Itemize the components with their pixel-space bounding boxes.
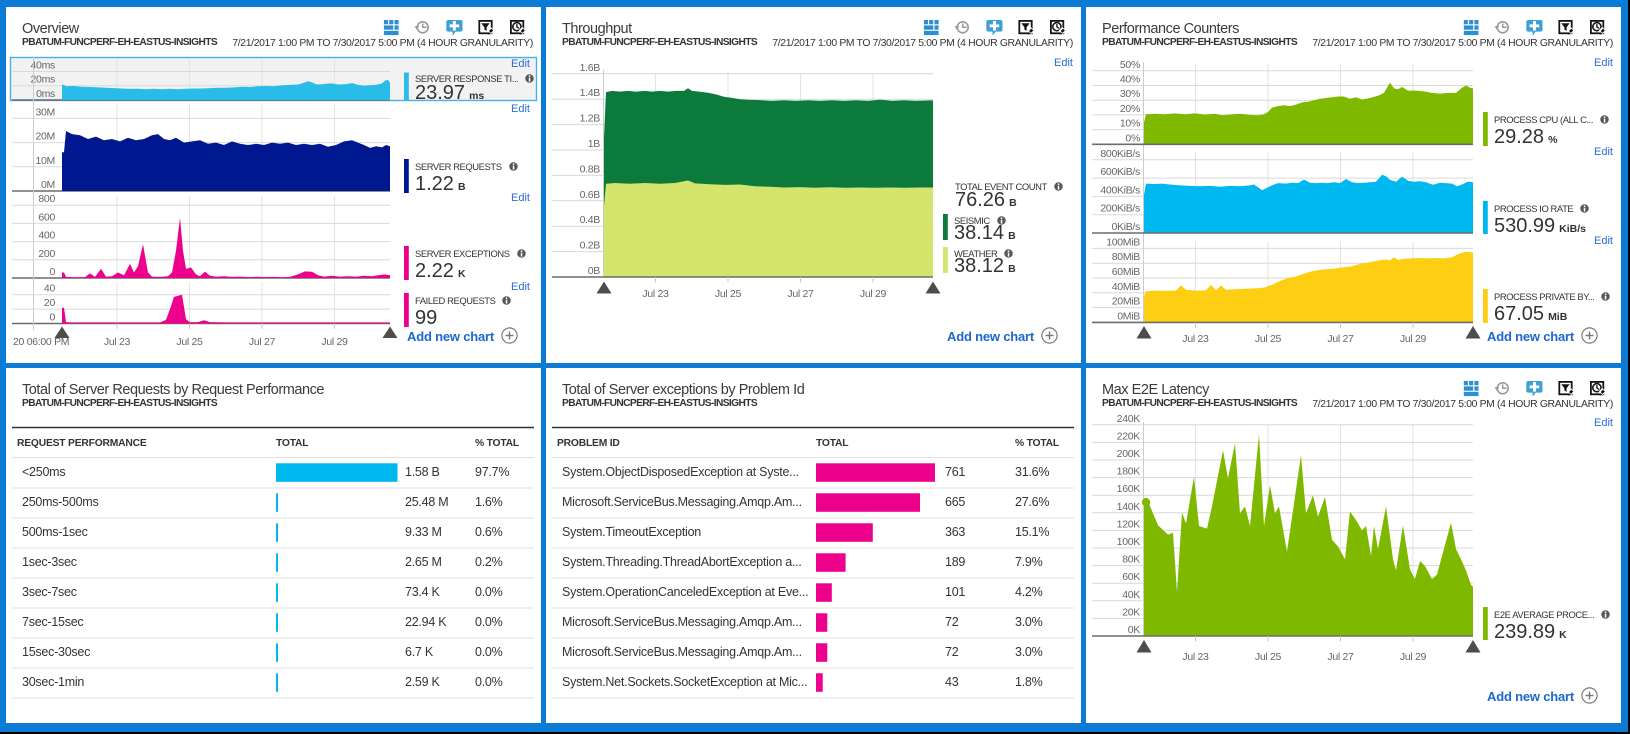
svg-text:0.8B: 0.8B <box>580 163 601 175</box>
svg-text:Jul 23: Jul 23 <box>1182 333 1209 345</box>
svg-text:200KiB/s: 200KiB/s <box>1100 203 1140 215</box>
svg-text:Jul 25: Jul 25 <box>176 336 203 348</box>
svg-text:Jul 23: Jul 23 <box>104 336 131 348</box>
svg-text:0M: 0M <box>41 179 55 191</box>
svg-text:800: 800 <box>38 193 55 205</box>
svg-text:80MiB: 80MiB <box>1112 251 1141 263</box>
svg-text:20M: 20M <box>35 131 55 143</box>
svg-text:30%: 30% <box>1120 88 1140 100</box>
svg-text:200: 200 <box>38 248 55 260</box>
svg-text:40K: 40K <box>1122 589 1140 601</box>
svg-text:40ms: 40ms <box>31 60 56 72</box>
svg-text:20ms: 20ms <box>31 74 56 86</box>
svg-text:1.2B: 1.2B <box>580 113 601 125</box>
svg-text:0KiB/s: 0KiB/s <box>1111 221 1140 233</box>
svg-text:Jul 27: Jul 27 <box>249 336 276 348</box>
svg-text:1.4B: 1.4B <box>580 87 601 99</box>
svg-text:10M: 10M <box>35 155 55 167</box>
svg-text:800KiB/s: 800KiB/s <box>1100 148 1140 160</box>
svg-text:Jul 29: Jul 29 <box>321 336 348 348</box>
svg-text:600: 600 <box>38 211 55 223</box>
svg-text:Jul 25: Jul 25 <box>1255 333 1282 345</box>
svg-text:1B: 1B <box>588 138 601 150</box>
svg-text:140K: 140K <box>1117 501 1141 513</box>
svg-text:60MiB: 60MiB <box>1112 266 1141 278</box>
svg-text:20K: 20K <box>1122 606 1140 618</box>
svg-text:20MiB: 20MiB <box>1112 296 1141 308</box>
svg-text:Jul 27: Jul 27 <box>1327 333 1354 345</box>
svg-text:0: 0 <box>49 266 55 278</box>
svg-text:10%: 10% <box>1120 118 1140 130</box>
svg-text:1.6B: 1.6B <box>580 62 601 74</box>
svg-text:400KiB/s: 400KiB/s <box>1100 184 1140 196</box>
svg-text:400: 400 <box>38 230 55 242</box>
svg-text:Jul 25: Jul 25 <box>1255 651 1282 663</box>
svg-text:220K: 220K <box>1117 430 1141 442</box>
svg-text:Jul 27: Jul 27 <box>1327 651 1354 663</box>
svg-text:0.4B: 0.4B <box>580 214 601 226</box>
svg-text:40MiB: 40MiB <box>1112 281 1141 293</box>
svg-text:20: 20 <box>44 297 56 309</box>
svg-text:100MiB: 100MiB <box>1106 236 1140 248</box>
svg-text:Jul 29: Jul 29 <box>1400 333 1427 345</box>
svg-text:Jul 27: Jul 27 <box>787 288 814 300</box>
svg-text:160K: 160K <box>1117 483 1141 495</box>
svg-text:20%: 20% <box>1120 103 1140 115</box>
svg-text:0B: 0B <box>588 265 601 277</box>
svg-text:60K: 60K <box>1122 571 1140 583</box>
svg-text:20 06:00 PM: 20 06:00 PM <box>13 336 69 348</box>
svg-text:0: 0 <box>49 312 55 324</box>
svg-text:Jul 29: Jul 29 <box>1400 651 1427 663</box>
svg-text:600KiB/s: 600KiB/s <box>1100 166 1140 178</box>
svg-text:40: 40 <box>44 283 56 295</box>
svg-text:40%: 40% <box>1120 74 1140 86</box>
svg-text:Jul 23: Jul 23 <box>1182 651 1209 663</box>
svg-text:80K: 80K <box>1122 554 1140 566</box>
svg-text:Jul 25: Jul 25 <box>715 288 742 300</box>
svg-text:200K: 200K <box>1117 448 1141 460</box>
svg-text:0.6B: 0.6B <box>580 189 601 201</box>
svg-text:120K: 120K <box>1117 518 1141 530</box>
svg-text:Jul 29: Jul 29 <box>860 288 887 300</box>
svg-text:Jul 23: Jul 23 <box>642 288 669 300</box>
svg-text:0%: 0% <box>1125 132 1140 144</box>
svg-text:180K: 180K <box>1117 466 1141 478</box>
svg-text:100K: 100K <box>1117 536 1141 548</box>
svg-text:0ms: 0ms <box>36 88 55 100</box>
svg-text:0MiB: 0MiB <box>1117 310 1140 322</box>
svg-text:240K: 240K <box>1117 413 1141 425</box>
svg-text:50%: 50% <box>1120 59 1140 71</box>
svg-text:0.2B: 0.2B <box>580 240 601 252</box>
svg-text:30M: 30M <box>35 106 55 118</box>
svg-text:0K: 0K <box>1128 624 1141 636</box>
